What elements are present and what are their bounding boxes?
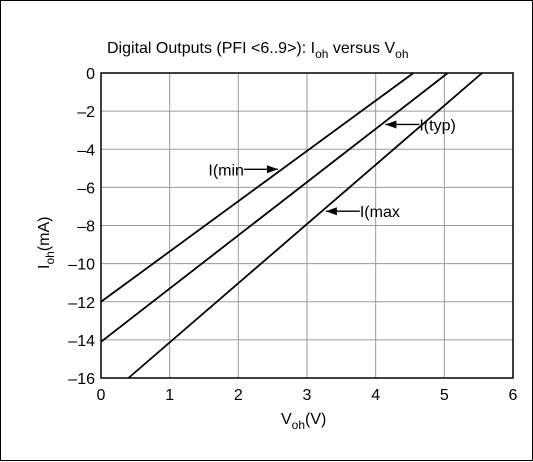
x-tick-label: 5 [440, 387, 449, 404]
series-lines [100, 72, 483, 379]
y-label-subscript: oh [43, 251, 57, 264]
annotation-arrowhead [266, 165, 278, 174]
title-subscript-1: oh [315, 47, 328, 61]
x-tick-label: 6 [509, 387, 518, 404]
title-prefix: Digital Outputs (PFI <6..9>): I [107, 40, 315, 57]
y-tick-label: –2 [77, 104, 95, 121]
y-tick-label: –4 [77, 142, 95, 159]
tick-labels: 0 1 2 3 4 5 6 0 –2 –4 –6 –8 –10 –12 –14 –16 [68, 66, 517, 404]
series-line [127, 72, 483, 379]
y-tick-label: –8 [77, 219, 95, 236]
x-label-main: V [281, 411, 292, 428]
x-label-suffix: (V) [305, 411, 326, 428]
series-annotation-label: I(typ) [419, 117, 455, 134]
series-annotation-label: I(min [208, 162, 244, 179]
x-label-subscript: oh [292, 418, 305, 432]
x-tick-label: 4 [371, 387, 380, 404]
y-tick-label: –10 [68, 257, 95, 274]
chart-title: Digital Outputs (PFI <6..9>): Ioh versus… [107, 40, 409, 61]
y-label-suffix: (mA) [36, 217, 53, 252]
title-middle: versus V [328, 40, 395, 57]
y-tick-label: 0 [86, 66, 95, 83]
series-annotation-label: I(max [360, 204, 400, 221]
y-label-main: I [36, 265, 53, 269]
plot-area-border [100, 72, 514, 379]
y-tick-label: –12 [68, 295, 95, 312]
x-tick-label: 0 [97, 387, 106, 404]
y-tick-label: –14 [68, 333, 95, 350]
x-tick-label: 2 [234, 387, 243, 404]
y-axis-label: Ioh(mA) [36, 217, 57, 269]
annotation-arrowhead [385, 120, 397, 129]
x-tick-label: 3 [303, 387, 312, 404]
annotation-arrowhead [325, 207, 337, 216]
series-line [100, 72, 449, 343]
x-tick-label: 1 [165, 387, 174, 404]
grid [101, 73, 513, 378]
y-tick-label: –16 [68, 371, 95, 388]
annotations: I(min I(typ) I(max [208, 117, 455, 221]
series-line [100, 72, 414, 303]
title-subscript-2: oh [395, 47, 408, 61]
y-tick-label: –6 [77, 180, 95, 197]
x-axis-label: Voh(V) [281, 411, 326, 432]
